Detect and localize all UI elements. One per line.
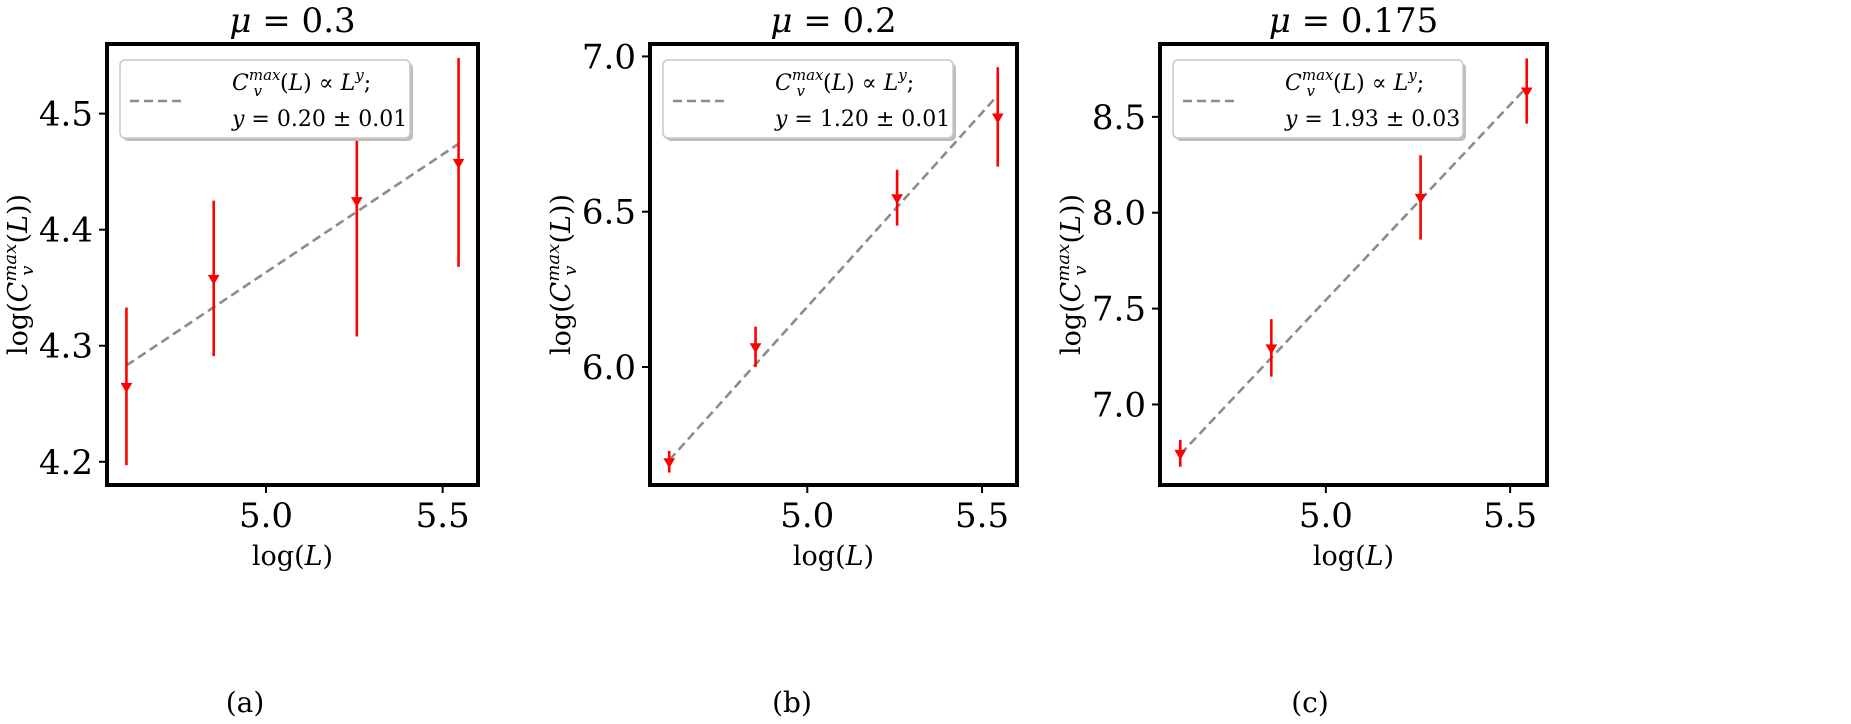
- panel-caption: (c): [1291, 686, 1329, 719]
- data-point: [749, 343, 762, 354]
- y-tick-label: 6.0: [582, 348, 636, 388]
- panel-b: μ = 0.2 5.0 5.5 6.0 6.5 7.0 log(L) log(Cmaxv(L)…: [543, 1, 1019, 719]
- data-point: [991, 113, 1004, 124]
- data-point: [350, 197, 363, 208]
- legend-formula: Cmax v (L) ∝ Ly;: [775, 66, 914, 100]
- data-point: [1174, 449, 1187, 460]
- legend-box: [1172, 59, 1464, 139]
- legend-formula: Cmax v (L) ∝ Ly;: [232, 66, 371, 100]
- legend-fit-value: y = 1.20 ± 0.01: [774, 107, 950, 132]
- x-tick-label: 5.0: [1299, 496, 1353, 536]
- data-point: [207, 274, 220, 285]
- fit-line: [125, 142, 460, 367]
- legend: Cmax v (L) ∝ Ly; y = 1.20 ± 0.01: [662, 59, 956, 141]
- legend-formula: Cmax v (L) ∝ Ly;: [1285, 66, 1424, 100]
- y-tick-label: 6.5: [582, 193, 636, 233]
- y-tick-label: 8.5: [1092, 98, 1146, 138]
- legend-box: [662, 59, 954, 139]
- y-tick-label: 7.5: [1092, 290, 1146, 330]
- chart-title: μ = 0.3: [229, 1, 355, 41]
- x-tick-label: 5.0: [780, 496, 834, 536]
- panel-c: μ = 0.175 5.0 5.5 7.0 7.5 8.0 8.5 log(L) log(Cma…: [1053, 1, 1549, 719]
- y-axis-label: log(Cmaxv(L)): [543, 194, 581, 355]
- legend: Cmax v (L) ∝ Ly; y = 0.20 ± 0.01: [119, 59, 413, 141]
- chart-title: μ = 0.2: [770, 1, 896, 41]
- x-axis-label: log(L): [1313, 541, 1394, 572]
- axes-frame: [1158, 42, 1549, 487]
- axes-frame: [105, 42, 480, 487]
- data-point: [120, 382, 133, 393]
- y-axis-label: log(Cmaxv(L)): [1053, 194, 1091, 355]
- legend-box: [119, 59, 411, 139]
- data-point: [452, 158, 465, 169]
- data-point: [663, 458, 676, 469]
- y-tick-label: 4.4: [39, 211, 93, 251]
- chart-title: μ = 0.175: [1269, 1, 1439, 41]
- y-tick-label: 7.0: [582, 37, 636, 77]
- legend-fit-value: y = 1.93 ± 0.03: [1284, 107, 1460, 132]
- axes-frame: [648, 42, 1019, 487]
- y-tick-label: 4.3: [39, 327, 93, 367]
- y-tick-label: 4.2: [39, 443, 93, 483]
- panel-a: μ = 0.3 5.0 5.5 4.2 4.3 4.4 4.5 log(L) log(Cmaxv…: [0, 1, 480, 719]
- x-tick-label: 5.0: [239, 496, 293, 536]
- y-tick-label: 4.5: [39, 95, 93, 135]
- x-axis-label: log(L): [793, 541, 874, 572]
- y-tick-label: 8.0: [1092, 194, 1146, 234]
- x-tick-label: 5.5: [955, 496, 1009, 536]
- data-point: [891, 194, 903, 205]
- panel-caption: (a): [226, 686, 265, 719]
- fit-line: [1179, 86, 1528, 456]
- data-point: [1265, 344, 1278, 355]
- x-tick-label: 5.5: [416, 496, 470, 536]
- panel-caption: (b): [772, 686, 812, 719]
- y-tick-label: 7.0: [1092, 385, 1146, 425]
- fit-line: [668, 94, 999, 462]
- y-axis-label: log(Cmaxv(L)): [0, 194, 38, 355]
- legend: Cmax v (L) ∝ Ly; y = 1.93 ± 0.03: [1172, 59, 1466, 141]
- x-tick-label: 5.5: [1483, 496, 1537, 536]
- data-point: [1520, 87, 1533, 98]
- legend-fit-value: y = 0.20 ± 0.01: [231, 107, 407, 132]
- x-axis-label: log(L): [252, 541, 333, 572]
- data-point: [1414, 193, 1427, 204]
